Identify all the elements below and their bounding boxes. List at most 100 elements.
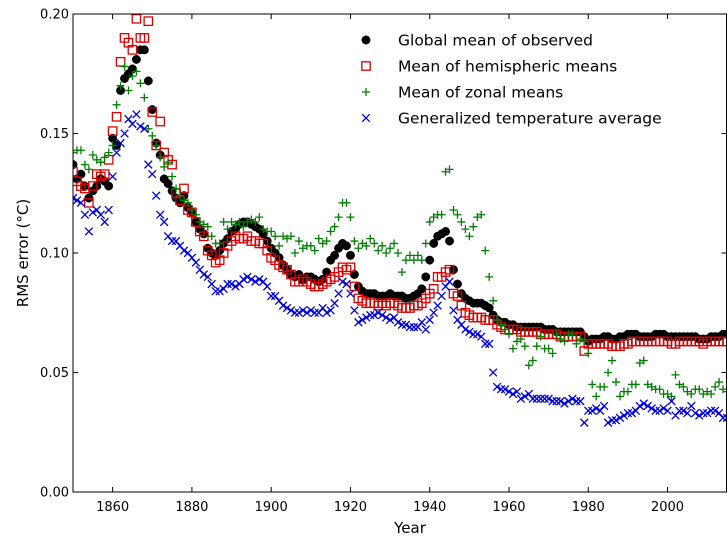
data-point bbox=[639, 399, 649, 408]
data-point bbox=[290, 249, 299, 257]
data-point bbox=[516, 394, 526, 404]
data-point bbox=[651, 406, 660, 415]
data-point bbox=[377, 310, 387, 320]
data-point bbox=[362, 241, 371, 250]
data-point bbox=[227, 279, 236, 289]
data-point bbox=[465, 327, 474, 337]
data-point bbox=[611, 416, 621, 425]
legend-marker bbox=[361, 35, 371, 45]
data-point bbox=[488, 368, 498, 377]
data-point bbox=[544, 344, 553, 353]
data-point bbox=[345, 262, 356, 273]
data-point bbox=[310, 246, 319, 255]
data-point bbox=[437, 291, 446, 301]
data-point bbox=[120, 62, 129, 71]
data-point bbox=[80, 160, 89, 169]
data-point bbox=[112, 148, 121, 157]
data-point bbox=[722, 413, 727, 423]
data-point bbox=[127, 45, 138, 55]
data-point bbox=[556, 396, 565, 406]
data-point bbox=[528, 394, 538, 404]
data-point bbox=[405, 251, 414, 260]
data-point bbox=[532, 394, 542, 404]
data-point bbox=[76, 198, 86, 208]
data-point bbox=[144, 160, 153, 169]
data-point bbox=[143, 16, 154, 27]
data-point bbox=[108, 172, 117, 181]
data-point bbox=[591, 404, 601, 413]
x-tick-label: 1880 bbox=[175, 500, 208, 515]
data-point bbox=[382, 249, 391, 257]
data-point bbox=[326, 306, 335, 315]
data-point bbox=[111, 111, 122, 122]
data-point bbox=[643, 401, 652, 411]
data-point bbox=[711, 382, 720, 391]
data-point bbox=[167, 236, 177, 246]
data-point bbox=[444, 264, 455, 275]
data-point bbox=[588, 380, 597, 389]
data-point bbox=[449, 306, 458, 315]
data-point bbox=[87, 181, 98, 191]
data-point bbox=[397, 320, 407, 329]
data-point bbox=[215, 286, 224, 296]
data-point bbox=[501, 325, 510, 334]
data-point bbox=[76, 146, 85, 155]
data-point bbox=[524, 361, 533, 370]
data-point bbox=[683, 408, 692, 418]
data-point bbox=[385, 315, 395, 325]
data-point bbox=[536, 394, 545, 404]
series-0 bbox=[73, 45, 727, 346]
data-point bbox=[156, 153, 165, 162]
data-point bbox=[176, 191, 185, 200]
data-point bbox=[107, 126, 118, 136]
data-point bbox=[425, 315, 434, 325]
data-point bbox=[540, 394, 549, 404]
data-point bbox=[139, 45, 149, 55]
data-point bbox=[338, 277, 347, 286]
legend-marker bbox=[362, 88, 370, 96]
data-point bbox=[148, 169, 157, 179]
data-point bbox=[120, 129, 129, 138]
data-point bbox=[623, 387, 632, 396]
legend-marker bbox=[361, 113, 371, 123]
data-point bbox=[378, 241, 387, 250]
data-point bbox=[584, 349, 593, 358]
data-point bbox=[132, 67, 141, 76]
data-point bbox=[536, 332, 545, 341]
data-point bbox=[663, 406, 672, 415]
data-point bbox=[104, 205, 113, 215]
data-point bbox=[163, 179, 173, 189]
data-point bbox=[552, 330, 561, 339]
data-point bbox=[132, 110, 141, 119]
data-point bbox=[691, 408, 700, 418]
data-point bbox=[271, 232, 280, 241]
data-point bbox=[655, 406, 664, 415]
data-point bbox=[473, 330, 482, 339]
data-point bbox=[679, 382, 688, 391]
data-point bbox=[326, 227, 335, 236]
data-point bbox=[484, 303, 494, 313]
data-point bbox=[500, 384, 510, 394]
data-point bbox=[199, 270, 209, 279]
data-point bbox=[262, 282, 272, 291]
legend-label: Global mean of observed bbox=[398, 32, 593, 50]
data-point bbox=[179, 246, 189, 255]
data-point bbox=[552, 396, 561, 406]
data-point bbox=[715, 378, 724, 387]
data-point bbox=[115, 56, 126, 67]
data-point bbox=[223, 279, 232, 289]
data-point bbox=[639, 356, 648, 365]
data-point bbox=[698, 408, 708, 418]
data-point bbox=[599, 401, 609, 411]
data-point bbox=[504, 387, 514, 396]
y-tick-label: 0.05 bbox=[40, 366, 69, 381]
data-point bbox=[667, 396, 676, 406]
legend-item: Generalized temperature average bbox=[361, 110, 662, 128]
legend-item: Global mean of observed bbox=[361, 32, 593, 50]
data-point bbox=[366, 234, 375, 243]
data-point bbox=[207, 279, 216, 289]
data-point bbox=[147, 105, 157, 115]
data-point bbox=[409, 256, 418, 265]
data-point bbox=[172, 184, 181, 193]
data-point bbox=[480, 339, 490, 349]
